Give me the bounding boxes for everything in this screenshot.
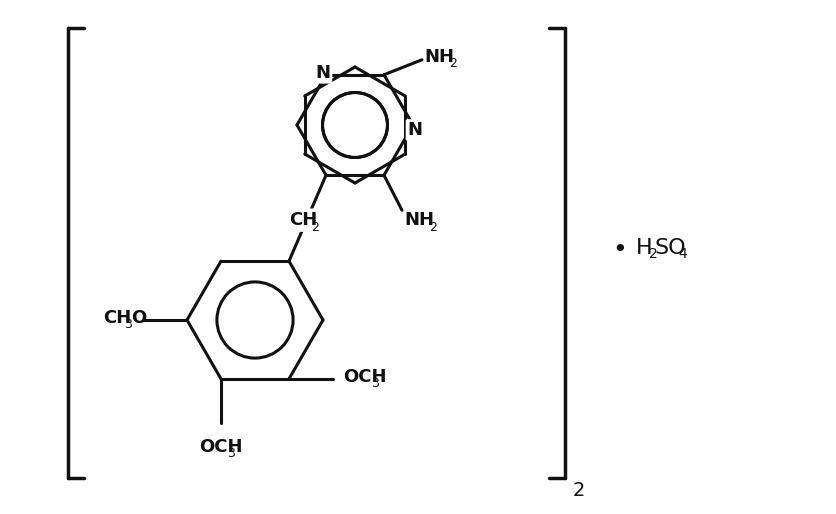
Text: 3: 3: [371, 377, 379, 391]
Text: 4: 4: [678, 247, 686, 261]
Text: 2: 2: [429, 221, 437, 234]
Text: N: N: [315, 64, 330, 82]
Text: •: •: [613, 238, 627, 262]
Text: 2: 2: [312, 221, 319, 234]
Text: H: H: [636, 238, 653, 258]
Text: 2: 2: [649, 247, 658, 261]
Text: OCH: OCH: [199, 438, 242, 456]
Text: N: N: [407, 121, 422, 139]
Text: 3: 3: [124, 319, 132, 332]
Text: CH: CH: [289, 211, 318, 229]
Text: OCH: OCH: [343, 368, 386, 386]
Text: 2: 2: [449, 57, 457, 70]
Text: SO: SO: [655, 238, 686, 258]
Text: NH: NH: [424, 48, 454, 66]
Text: 3: 3: [227, 447, 235, 461]
Text: O: O: [131, 309, 146, 327]
Text: 2: 2: [573, 481, 585, 500]
Text: CH: CH: [103, 309, 131, 327]
Text: NH: NH: [404, 211, 434, 229]
